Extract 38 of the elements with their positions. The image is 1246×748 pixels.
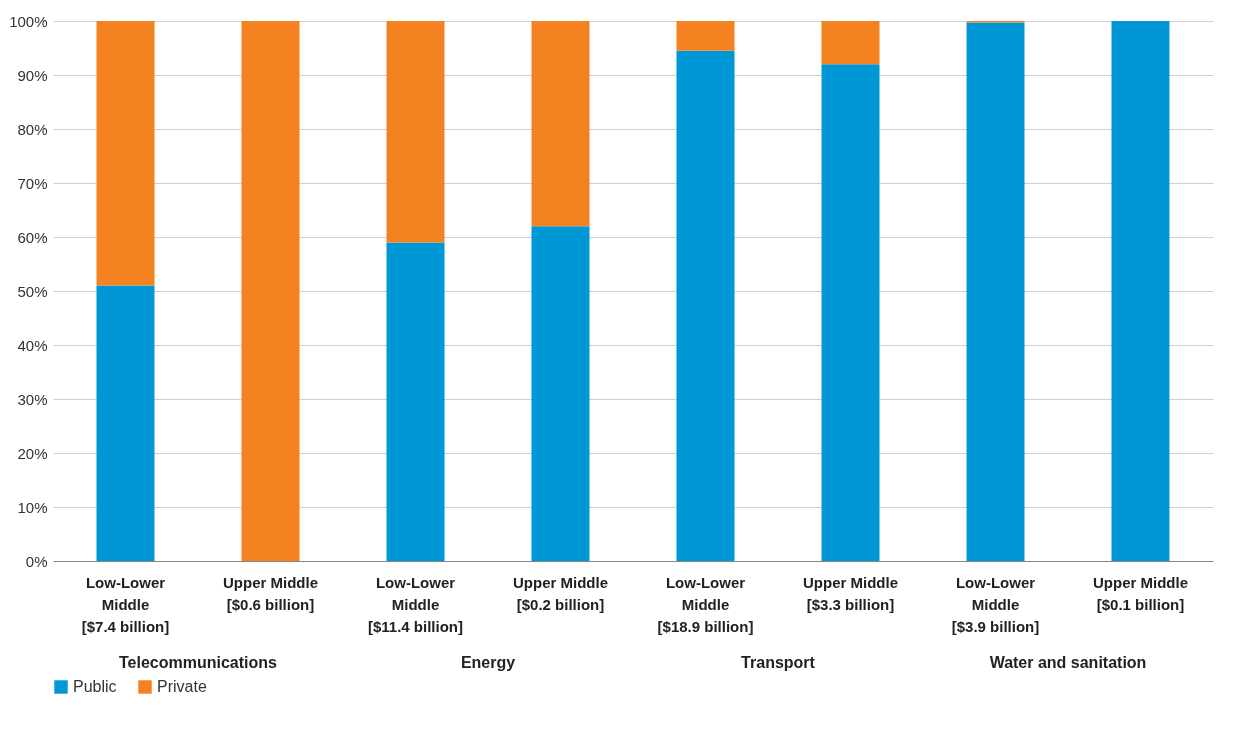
y-tick-label: 0%	[25, 552, 48, 570]
bar	[676, 21, 735, 51]
y-tick-label: 80%	[17, 120, 48, 138]
legend-label: Public	[73, 678, 117, 695]
text: Water and sanitation	[989, 654, 1147, 671]
text: Telecommunications	[119, 654, 278, 671]
text: Energy	[460, 654, 516, 671]
bar	[966, 22, 1025, 561]
y-tick-label: 100%	[9, 12, 48, 30]
x-tick-label: Upper Middle [$3.3 billion]	[802, 573, 899, 613]
legend-label: Private	[157, 678, 207, 695]
x-tick-label: Low-Lower Middle [$11.4 billion]	[367, 573, 464, 635]
y-tick-label: 90%	[17, 66, 48, 84]
x-tick-label: Upper Middle [$0.1 billion]	[1092, 573, 1189, 613]
bar	[241, 21, 300, 561]
y-tick-label: 30%	[17, 390, 48, 408]
bar	[386, 21, 445, 243]
y-tick-label: 40%	[17, 336, 48, 354]
bar	[821, 64, 880, 561]
text: Transport	[741, 654, 816, 671]
bar	[821, 21, 880, 65]
y-tick-label: 60%	[17, 228, 48, 246]
bar	[1111, 21, 1170, 561]
x-tick-label: Low-Lower Middle [$7.4 billion]	[81, 573, 170, 635]
bar	[531, 21, 590, 227]
x-tick-label: Upper Middle [$0.6 billion]	[222, 573, 319, 613]
bar	[531, 226, 590, 561]
x-tick-label: Upper Middle [$0.2 billion]	[512, 573, 609, 613]
x-tick-label: Low-Lower Middle [$18.9 billion]	[657, 573, 754, 635]
y-tick-label: 70%	[17, 174, 48, 192]
bar	[676, 50, 735, 561]
bar	[96, 21, 155, 286]
y-tick-label: 10%	[17, 498, 48, 516]
y-tick-label: 50%	[17, 282, 48, 300]
bar	[386, 242, 445, 561]
y-tick-label: 20%	[17, 444, 48, 462]
x-tick-label: Low-Lower Middle [$3.9 billion]	[951, 573, 1040, 635]
bar	[96, 285, 155, 561]
